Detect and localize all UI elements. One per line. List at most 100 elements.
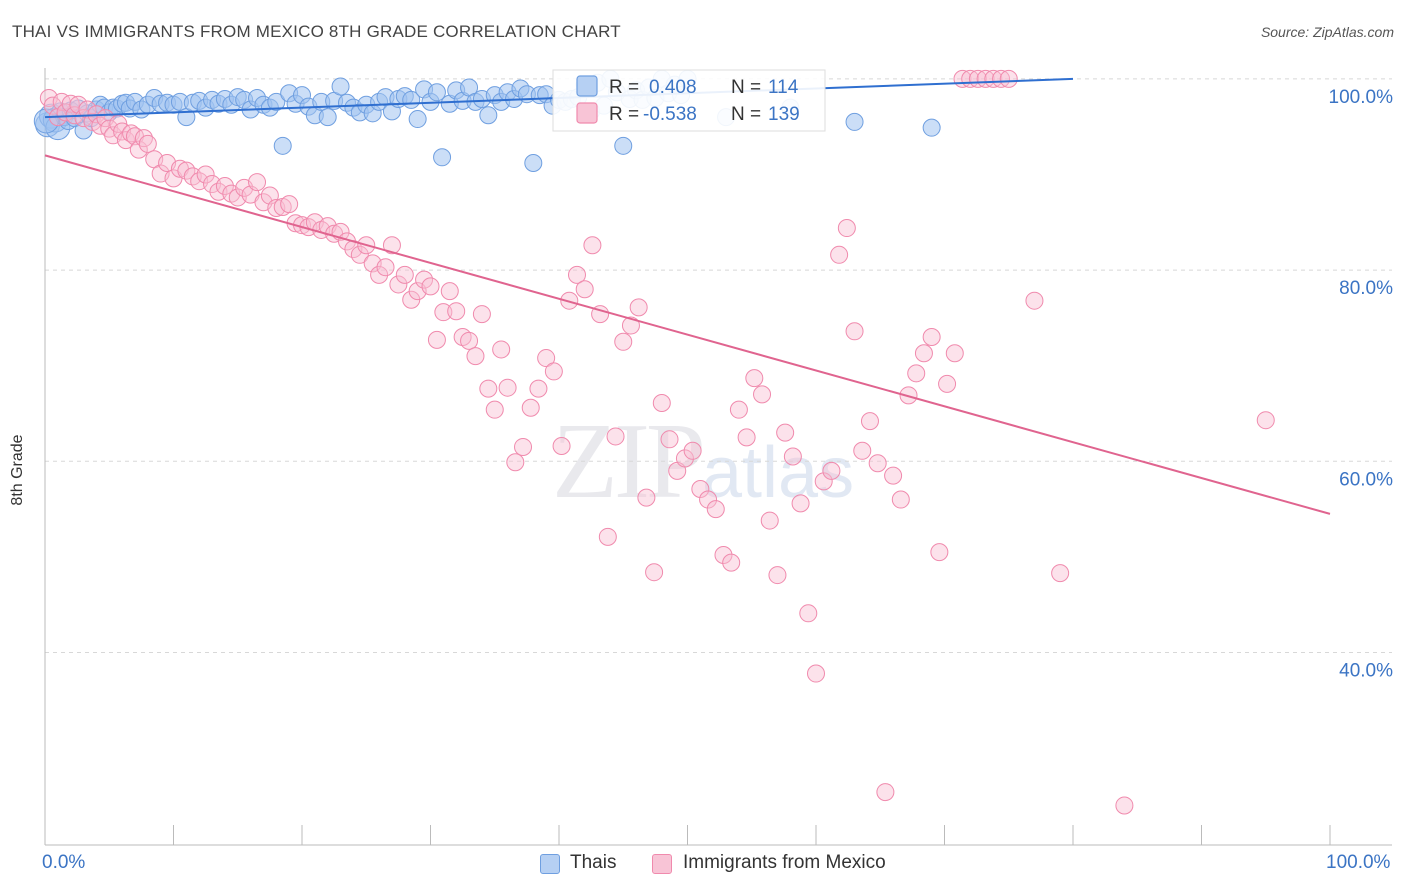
mexico-point-125: [853, 441, 872, 460]
mexico-point-77: [485, 400, 504, 419]
mexico-point-85: [544, 362, 563, 381]
mexico-point-62: [389, 275, 408, 294]
legend-label-thais: Thais: [570, 852, 617, 873]
mexico-point-56: [350, 245, 369, 264]
mexico-point-104: [691, 480, 710, 499]
mexico-point-80: [506, 453, 525, 472]
mexico-point-78: [492, 340, 511, 359]
mexico-point-21: [129, 140, 148, 159]
mexico-point-5: [61, 94, 80, 113]
mexico-point-92: [598, 527, 617, 546]
mexico-point-23: [138, 134, 157, 153]
mexico-point-106: [706, 500, 725, 519]
mexico-point-69: [434, 303, 453, 322]
mexico-point-32: [196, 165, 215, 184]
mexico-point-98: [645, 563, 664, 582]
mexico-point-142: [984, 69, 1003, 88]
stats-n-label-mexico: N =: [731, 104, 761, 125]
mexico-point-146: [1051, 564, 1070, 583]
thais-point-45: [273, 136, 292, 155]
source-credit: Source: ZipAtlas.com: [1260, 24, 1394, 40]
mexico-point-73: [460, 331, 479, 350]
mexico-point-61: [382, 236, 401, 255]
mexico-point-110: [737, 428, 756, 447]
mexico-point-116: [783, 447, 802, 466]
mexico-point-119: [807, 664, 825, 683]
mexico-point-97: [637, 488, 656, 507]
stats-n-label-thais: N =: [731, 77, 761, 98]
mexico-point-79: [498, 378, 517, 397]
y-tick-label-1: 80.0%: [1339, 278, 1393, 299]
mexico-point-133: [914, 344, 933, 363]
thais-point-113: [33, 108, 59, 134]
stats-r-value-mexico: -0.538: [643, 104, 697, 125]
stats-n-value-mexico: 139: [768, 104, 800, 125]
mexico-point-88: [567, 265, 586, 284]
mexico-point-127: [868, 454, 887, 473]
mexico-point-144: [999, 69, 1018, 88]
mexico-point-137: [945, 344, 964, 363]
mexico-point-122: [830, 245, 849, 264]
thais-point-77: [479, 106, 498, 125]
thais-point-98: [614, 136, 633, 155]
mexico-point-121: [822, 461, 841, 480]
y-tick-label-2: 60.0%: [1339, 469, 1393, 490]
mexico-point-99: [652, 393, 671, 412]
x-tick-label-min: 0.0%: [42, 852, 86, 873]
watermark: ZIPatlas: [552, 400, 854, 524]
thais-point-84: [524, 154, 543, 173]
legend-label-mexico: Immigrants from Mexico: [683, 852, 886, 873]
gridlines: [45, 78, 1392, 653]
mexico-point-96: [629, 298, 648, 317]
mexico-point-83: [529, 379, 548, 398]
thais-point-44: [267, 92, 286, 111]
mexico-point-115: [776, 423, 795, 442]
mexico-point-60: [376, 258, 395, 277]
mexico-point-118: [799, 604, 818, 623]
mexico-point-114: [768, 566, 787, 585]
mexico-point-135: [930, 543, 949, 562]
mexico-point-145: [1025, 291, 1044, 310]
mexico-point-59: [370, 265, 389, 284]
mexico-point-128: [876, 783, 895, 802]
mexico-point-7: [69, 95, 88, 114]
mexico-point-90: [583, 236, 602, 255]
mexico-point-134: [922, 328, 941, 347]
mexico-point-45: [280, 195, 299, 214]
mexico-point-35: [215, 176, 234, 195]
mexico-point-67: [421, 277, 440, 296]
mexico-point-111: [745, 369, 764, 388]
mexico-point-108: [722, 553, 741, 572]
stats-swatch-thais: [576, 75, 598, 97]
mexico-point-100: [660, 430, 679, 449]
mexico-point-40: [248, 173, 267, 192]
stats-r-value-thais: 0.408: [649, 77, 697, 98]
legend-swatch-mexico: [652, 854, 672, 874]
mexico-point-148: [1256, 411, 1275, 430]
stats-n-value-thais: 114: [768, 77, 799, 98]
y-tick-label-3: 40.0%: [1339, 661, 1393, 682]
mexico-point-75: [472, 305, 491, 324]
y-tick-label-0: 100.0%: [1329, 87, 1394, 108]
mexico-point-82: [521, 398, 540, 417]
stats-r-label-mexico: R =: [609, 104, 639, 125]
thais-point-52: [318, 108, 337, 127]
mexico-point-103: [683, 441, 702, 460]
thais-point-54: [331, 77, 350, 96]
x-tick-label-max: 100.0%: [1326, 852, 1391, 873]
thais-point-66: [408, 110, 427, 129]
mexico-point-84: [537, 349, 556, 368]
mexico-point-117: [791, 494, 810, 513]
mexico-point-66: [415, 270, 434, 289]
mexico-point-102: [675, 449, 694, 468]
watermark-atlas: atlas: [702, 433, 855, 513]
axes: [44, 68, 1392, 846]
mexico-point-109: [729, 400, 748, 419]
mexico-point-113: [760, 511, 779, 530]
mexico-point-107: [714, 545, 733, 564]
mexico-points: [39, 69, 1275, 815]
stats-legend-box: [552, 69, 826, 132]
thais-point-112: [922, 118, 941, 137]
mexico-point-71: [447, 302, 466, 321]
legend-swatch-thais: [540, 854, 560, 874]
